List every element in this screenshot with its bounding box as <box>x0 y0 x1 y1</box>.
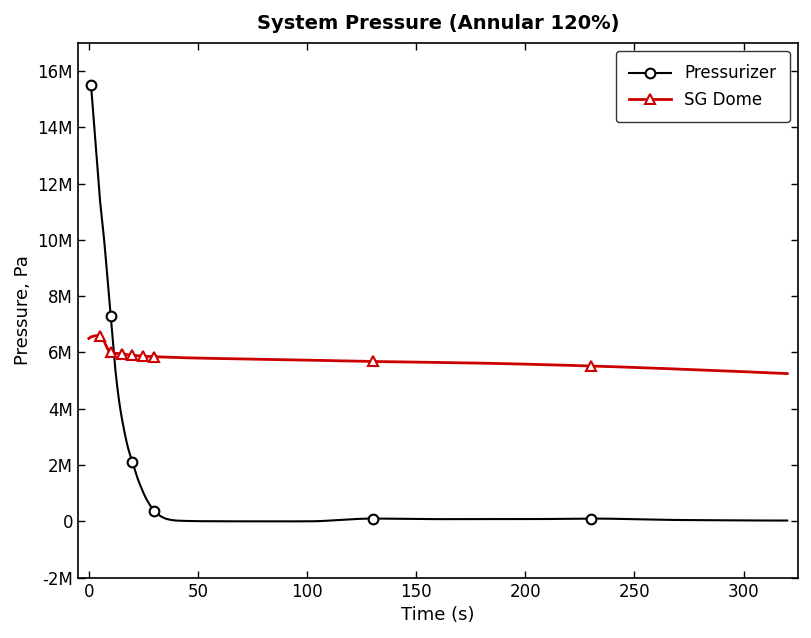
Title: System Pressure (Annular 120%): System Pressure (Annular 120%) <box>256 14 619 33</box>
Legend: Pressurizer, SG Dome: Pressurizer, SG Dome <box>616 51 789 122</box>
Y-axis label: Pressure, Pa: Pressure, Pa <box>14 255 32 365</box>
X-axis label: Time (s): Time (s) <box>401 606 474 624</box>
